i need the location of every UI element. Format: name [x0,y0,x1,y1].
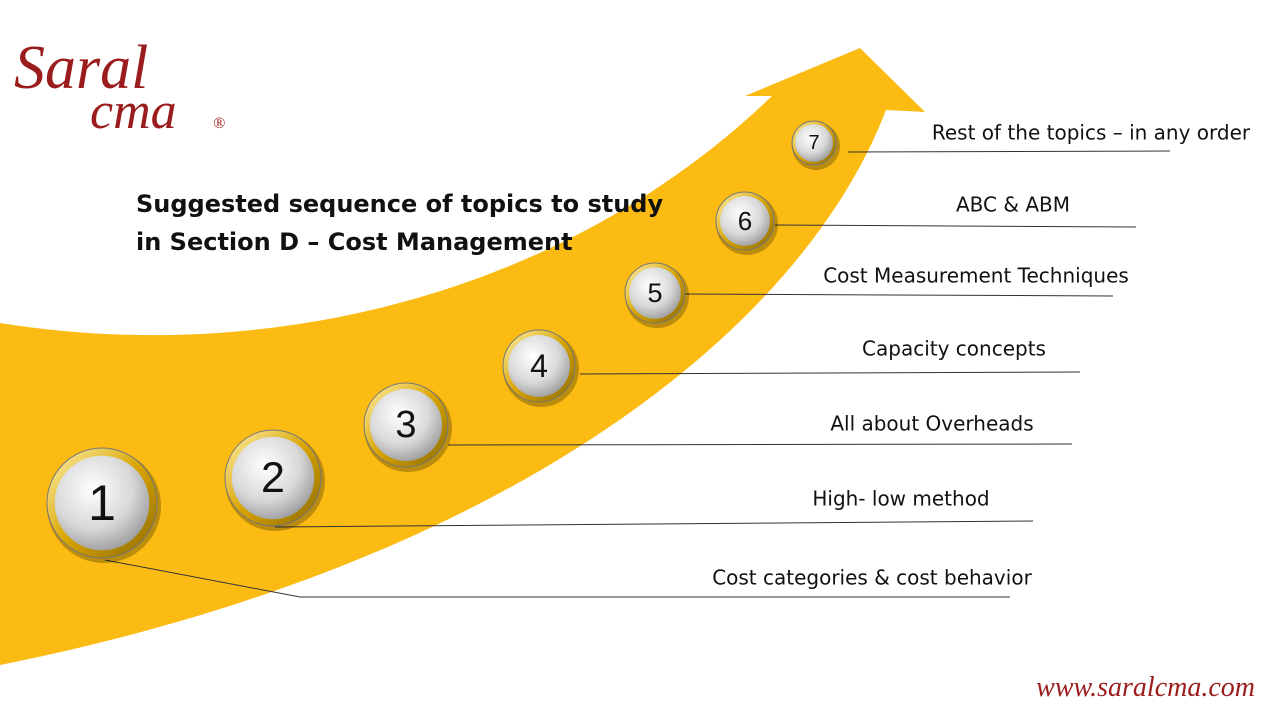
step-disc [369,388,443,462]
title: Suggested sequence of topics to study [136,190,663,218]
step-label: Cost categories & cost behavior [712,566,1032,590]
leader-line [104,559,1010,598]
steps: 1 Cost categories & cost behavior 2 High- l… [46,120,1251,598]
step-number: 7 [808,132,819,154]
logo-text: Saral [14,34,148,102]
footer-url: www.saralcma.com [1036,672,1255,703]
step-disc [508,335,570,397]
logo-text: cma [90,83,177,140]
step-disc [629,267,681,319]
leader-line [684,293,1114,297]
step-label: Rest of the topics – in any order [932,121,1251,145]
step-number: 2 [261,454,285,502]
step-disc [795,124,833,162]
step-label: ABC & ABM [956,193,1070,217]
step-label: Capacity concepts [862,337,1046,361]
step-number: 6 [738,206,752,236]
title: in Section D – Cost Management [136,228,573,256]
leader-line [579,371,1081,375]
step-disc [231,436,315,520]
step-number: 5 [647,278,662,308]
step-disc [54,455,150,551]
step-disc [720,196,770,246]
step-number: 3 [395,404,416,446]
step-label: High- low method [812,487,989,511]
step-number: 1 [88,475,116,531]
leader-line [274,520,1034,528]
leader-line [774,224,1137,228]
leader-line [847,150,1171,153]
step-number: 4 [530,348,548,384]
growth-arrow [0,48,925,665]
logo-mark: ® [213,115,225,132]
step-label: Cost Measurement Techniques [823,264,1129,288]
leader-line [447,443,1073,446]
step-label: All about Overheads [830,412,1033,436]
